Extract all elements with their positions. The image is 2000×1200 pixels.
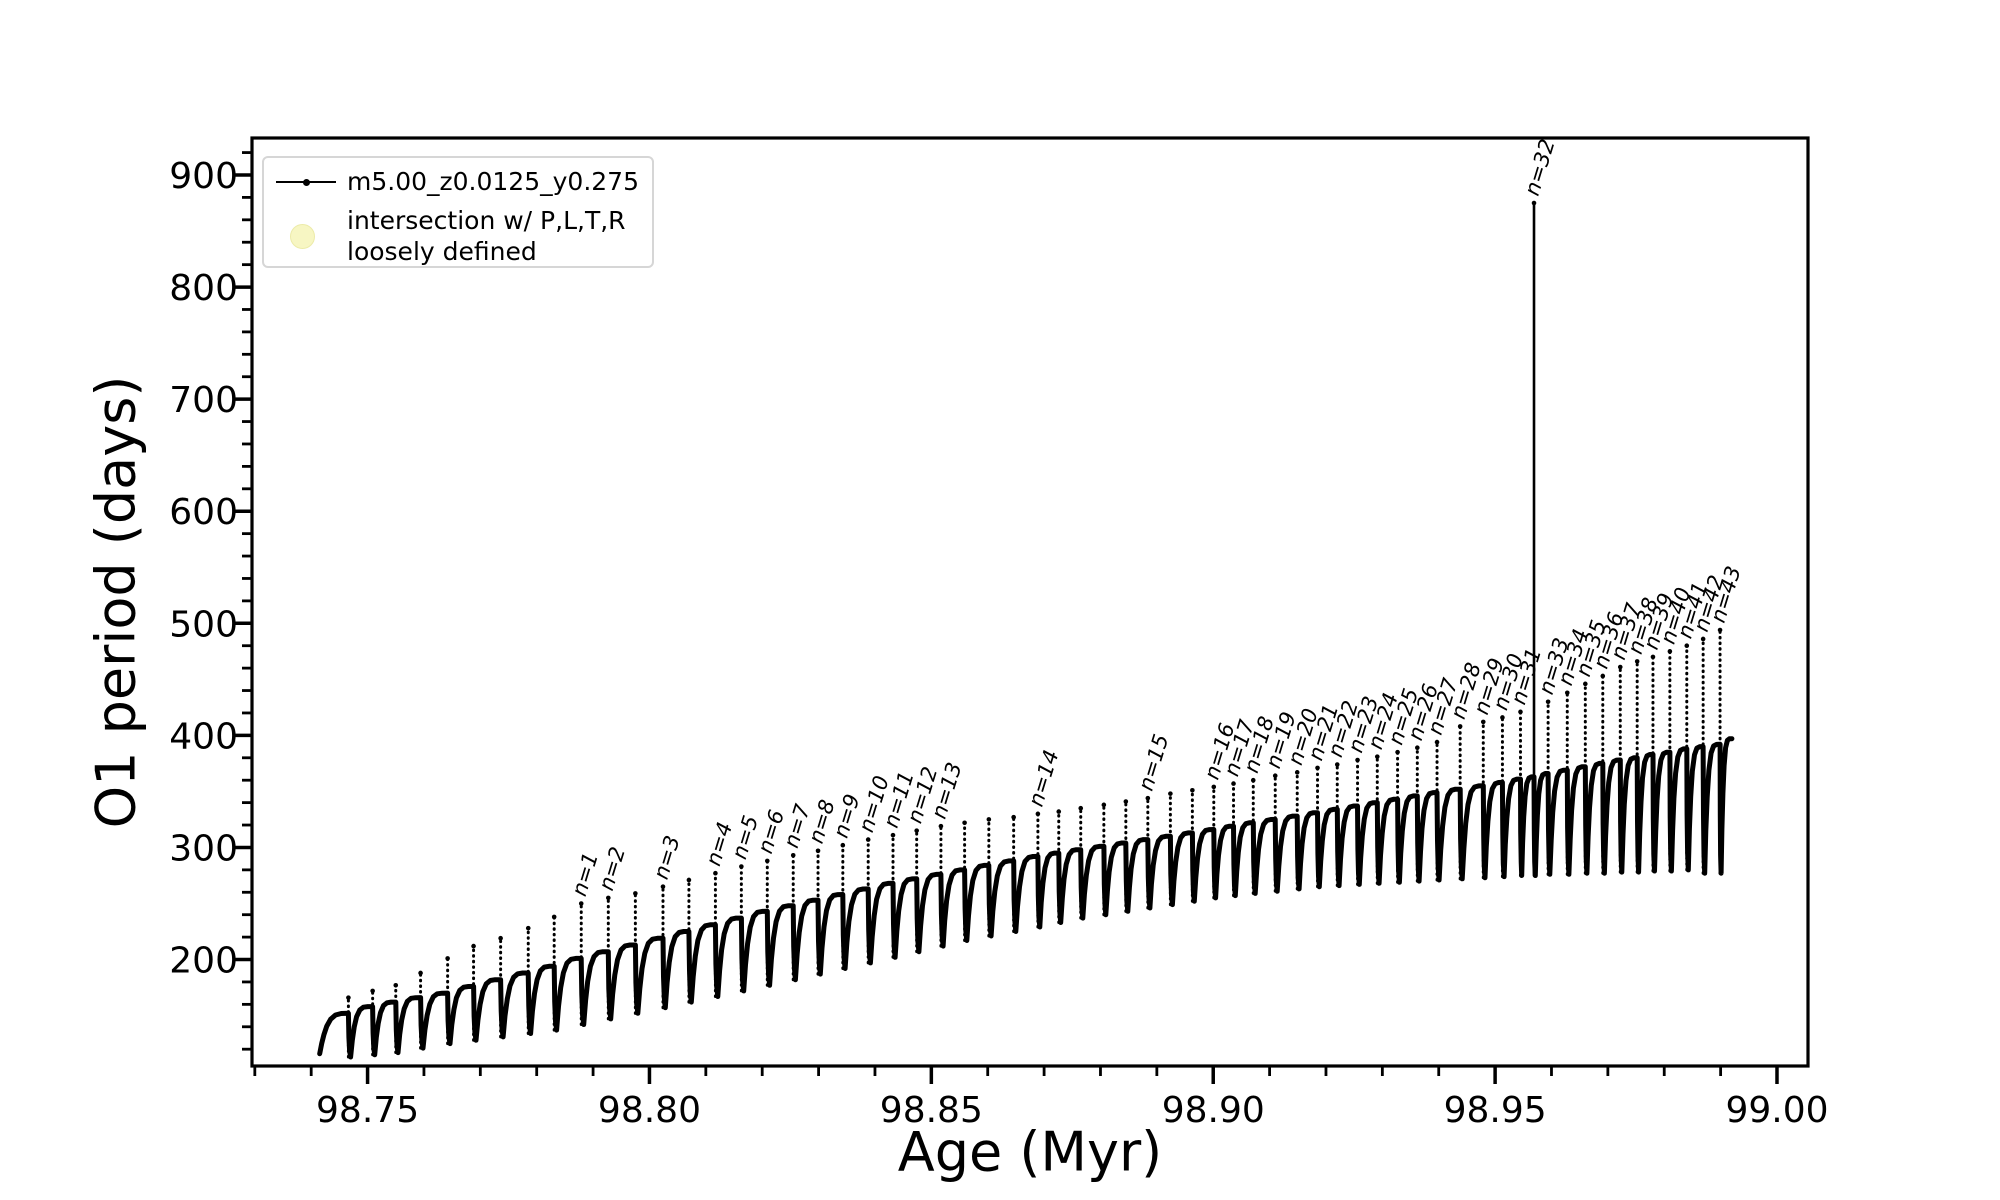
spike-peak-marker — [790, 852, 796, 858]
spike-peak-marker — [1545, 699, 1551, 705]
spike-peak-marker — [445, 956, 450, 961]
spike-peak-marker — [890, 832, 896, 838]
peak-annotation: n=2 — [594, 844, 630, 893]
legend-intersection-label: intersection w/ P,L,T,R loosely defined — [347, 205, 626, 267]
spike-peak-marker — [551, 914, 557, 920]
spike-peak-marker — [1684, 643, 1690, 649]
intersection-marker-sample — [290, 224, 315, 249]
plot-frame — [250, 136, 1810, 1068]
spike-peak-marker — [1634, 659, 1640, 664]
x-tick-label: 99.00 — [1725, 1090, 1828, 1131]
spike-peak-marker — [1531, 200, 1537, 206]
spike-peak-marker — [1250, 777, 1256, 783]
spike-peak-marker — [1564, 690, 1570, 696]
spike-peak-marker — [1600, 673, 1606, 679]
spike-peak-marker — [815, 848, 821, 854]
spike-peak-marker — [393, 983, 399, 988]
spike-peak-marker — [914, 828, 919, 833]
y-tick-label: 600 — [169, 492, 238, 533]
spike-peak-marker — [1617, 664, 1623, 670]
spike-peak-marker — [1667, 649, 1673, 654]
peak-annotation: n=15 — [1134, 731, 1174, 793]
y-tick-label: 700 — [169, 380, 238, 421]
spike-peak-marker — [1650, 654, 1656, 660]
spike-peak-marker — [1315, 765, 1320, 771]
legend-series-label: m5.00_z0.0125_y0.275 — [347, 167, 639, 196]
spike-peak-marker — [1395, 749, 1400, 755]
spike-peak-marker — [1272, 773, 1278, 779]
x-axis-label: Age (Myr) — [897, 1120, 1163, 1184]
spike-peak-marker — [1457, 724, 1463, 729]
spike-peak-marker — [840, 842, 846, 848]
spike-peak-marker — [1078, 805, 1084, 811]
spike-peak-marker — [578, 901, 584, 906]
spike-peak-marker — [865, 837, 871, 842]
spike-peak-marker — [633, 891, 638, 896]
legend: m5.00_z0.0125_y0.275 intersection w/ P,L… — [262, 156, 654, 268]
legend-intersection-label-line1: intersection w/ P,L,T,R — [347, 206, 626, 235]
y-tick-label: 200 — [169, 941, 238, 982]
spike-peak-marker — [660, 884, 666, 889]
spike-peak-marker — [346, 995, 351, 1000]
spike-peak-marker — [1480, 719, 1486, 725]
spike-peak-marker — [1231, 781, 1236, 786]
spike-peak-marker — [1583, 681, 1588, 687]
spike-peak-marker — [1168, 791, 1173, 796]
spike-peak-marker — [471, 943, 476, 949]
spike-peak-marker — [1374, 754, 1380, 759]
spike-peak-marker — [1294, 770, 1300, 775]
spike-peak-marker — [1056, 809, 1062, 814]
x-tick-label: 98.90 — [1162, 1090, 1265, 1131]
series-path — [317, 736, 1735, 1060]
y-tick-label: 800 — [169, 268, 238, 309]
spike-peak-marker — [1334, 762, 1340, 767]
x-tick-label: 98.85 — [880, 1090, 983, 1131]
spike-peak-marker — [938, 823, 944, 829]
spike-peak-marker — [1500, 715, 1505, 720]
spike-peak-marker — [1011, 814, 1016, 820]
y-tick-label: 500 — [169, 604, 238, 645]
spike-peak-marker — [686, 877, 692, 883]
spike-peak-marker — [370, 988, 375, 994]
spike-peak-marker — [713, 870, 718, 876]
spike-peak-marker — [962, 820, 967, 826]
peak-annotation: n=32 — [1520, 136, 1560, 198]
y-axis-label: O1 period (days) — [84, 375, 148, 829]
spike-peak-marker — [1101, 802, 1107, 808]
x-tick-label: 98.95 — [1444, 1090, 1547, 1131]
series-line-marker-sample — [276, 178, 336, 186]
x-tick-label: 98.80 — [598, 1090, 701, 1131]
spike-peak-marker — [1145, 795, 1151, 801]
spike-peak-marker — [606, 895, 611, 901]
spike-peak-marker — [1123, 799, 1129, 804]
spike-peak-marker — [1700, 636, 1706, 642]
spike-peak-marker — [1415, 745, 1420, 751]
spike-peak-marker — [418, 970, 423, 976]
spike-peak-marker — [986, 817, 992, 822]
peak-annotation: n=14 — [1024, 747, 1064, 809]
spike-peak-marker — [1434, 739, 1440, 745]
y-tick-label: 400 — [169, 716, 238, 757]
spike-peak-marker — [1035, 811, 1041, 817]
spike-peak-marker — [525, 925, 531, 931]
spike-peak-marker — [1190, 787, 1195, 793]
spike-peak-marker — [498, 935, 503, 941]
spike-peak-marker — [1211, 784, 1217, 790]
peak-annotation: n=3 — [649, 833, 685, 882]
spike-peak-marker — [764, 858, 770, 864]
spike-peak-marker — [1355, 757, 1360, 763]
y-tick-label: 900 — [169, 156, 238, 197]
spike-peak-marker — [739, 864, 744, 869]
x-tick-label: 98.75 — [316, 1090, 419, 1131]
legend-intersection-label-line2: loosely defined — [347, 237, 537, 266]
spike-peak-marker — [1717, 627, 1723, 633]
spike-peak-marker — [1518, 709, 1523, 715]
y-tick-label: 300 — [169, 828, 238, 869]
